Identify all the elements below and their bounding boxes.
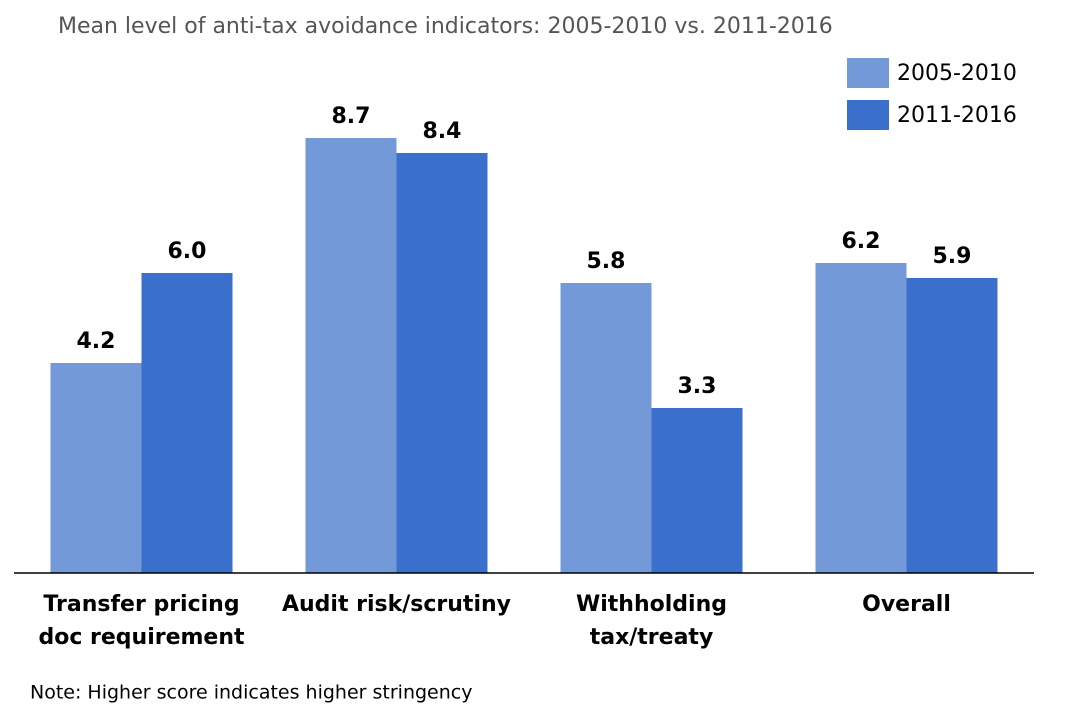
data-label: 6.2 [842,229,881,254]
data-label: 5.8 [587,249,626,274]
x-tick-label: Transfer pricing doc requirement [38,592,245,650]
bar [560,283,652,573]
data-label: 8.7 [332,104,371,129]
legend-swatch [847,100,889,130]
legend-label: 2005-2010 [897,61,1017,86]
bar [50,363,142,573]
bar [305,138,397,573]
bar [141,273,233,573]
data-label: 4.2 [77,329,116,354]
bar [815,263,907,573]
x-tick-label: Audit risk/scrutiny [281,592,511,617]
data-label: 5.9 [933,244,972,269]
data-label: 8.4 [423,119,462,144]
bar [396,153,488,573]
data-label: 6.0 [168,239,207,264]
x-tick-label: Overall [862,592,951,617]
chart-title: Mean level of anti-tax avoidance indicat… [58,14,833,39]
note: Note: Higher score indicates higher stri… [30,682,472,704]
bar [906,278,998,573]
legend-swatch [847,58,889,88]
data-label: 3.3 [678,374,717,399]
bar [651,408,743,573]
x-tick-label: Withholding tax/treaty [575,592,727,650]
legend-label: 2011-2016 [897,103,1017,128]
